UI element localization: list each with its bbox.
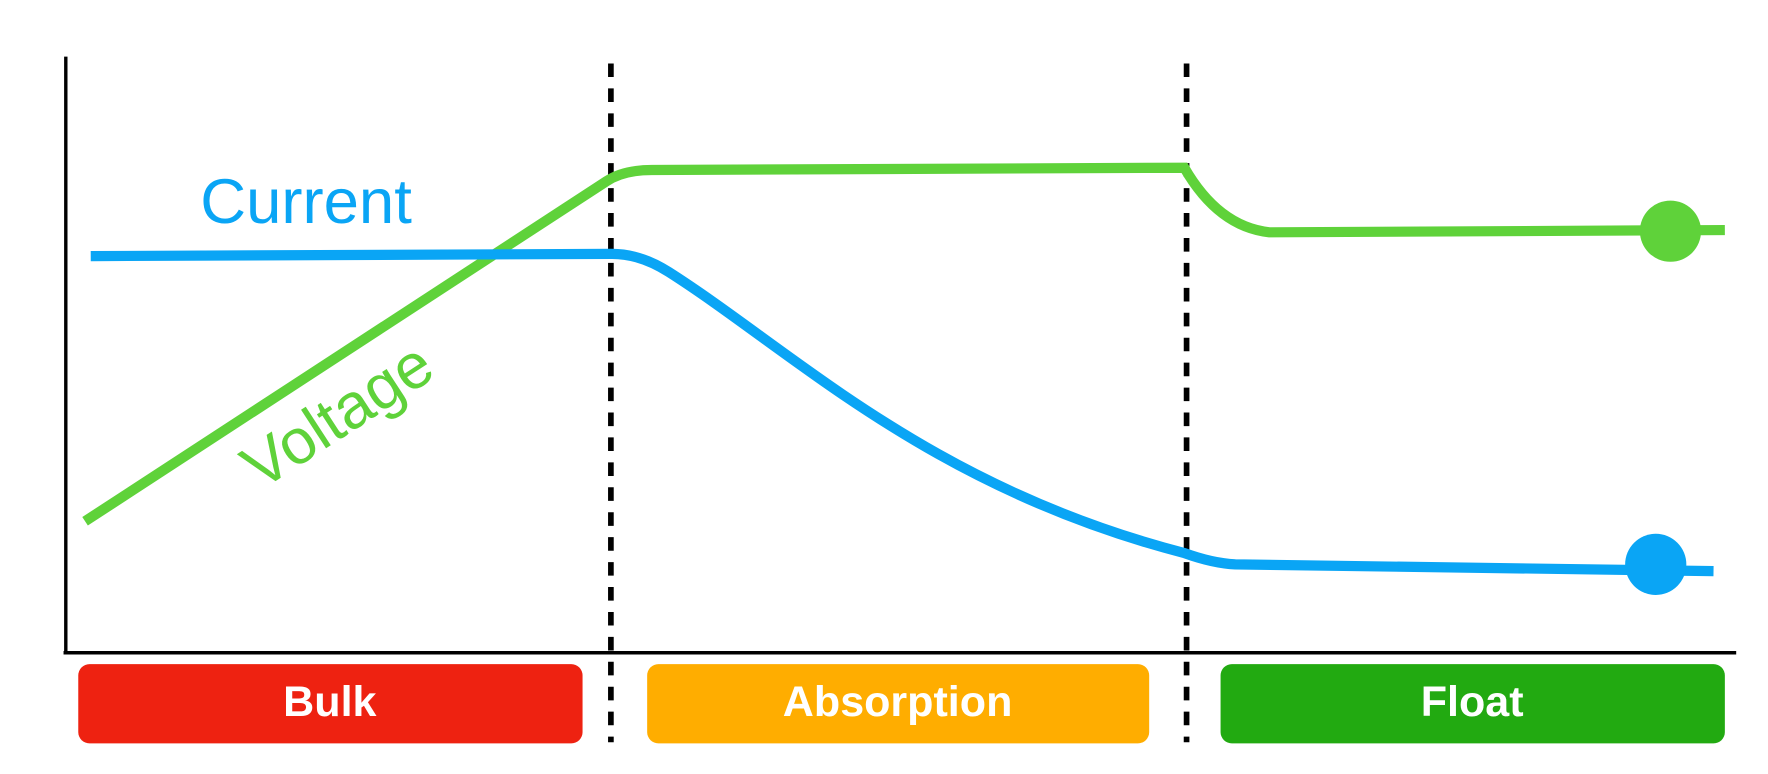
stage-label: Bulk bbox=[283, 678, 376, 726]
current-curve bbox=[90, 248, 1714, 577]
stage-label: Float bbox=[1421, 678, 1524, 726]
stage-label: Absorption bbox=[783, 678, 1013, 726]
current-label: Current bbox=[200, 167, 412, 237]
voltage-curve bbox=[82, 162, 1725, 526]
stage-box bbox=[78, 664, 583, 744]
stage-box bbox=[1220, 664, 1725, 744]
voltage-dot bbox=[1639, 200, 1702, 262]
stage-box bbox=[647, 664, 1150, 744]
current-dot bbox=[1625, 533, 1687, 595]
